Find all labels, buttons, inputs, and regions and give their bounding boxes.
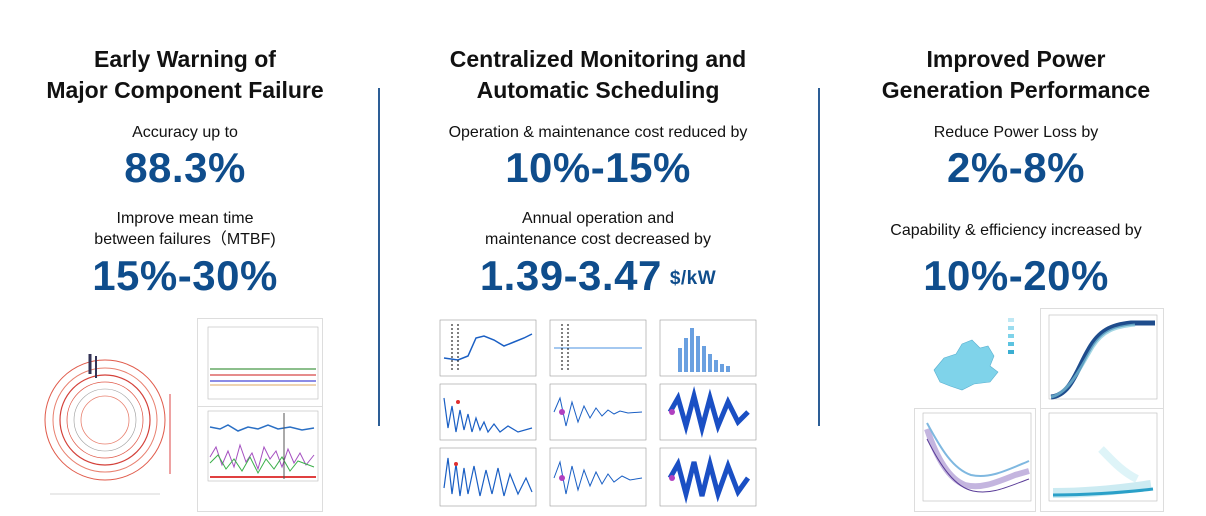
waveform-thumb-9 [659,447,757,507]
waveform-grid [438,318,758,510]
column-divider [378,88,380,426]
metric-label-annual-cost: Annual operation and maintenance cost de… [388,208,808,250]
metric-label-annual-cost-line-1: Annual operation and [521,210,675,227]
title-line-1: Early Warning of [94,46,276,72]
metric-value-om-cost: 10%-15% [505,144,691,191]
metric-value-annual-cost: 1.39-3.47 $/kW [388,254,808,301]
title-line-2: Automatic Scheduling [476,77,720,103]
column-early-warning: Early Warning of Major Component Failure… [0,0,370,516]
line-chart-thumbnail [197,318,323,408]
column-performance: Improved Power Generation Performance Re… [826,0,1206,516]
metric-label-mtbf-line-2: between failures（MTBF) [94,231,276,248]
column-title: Improved Power Generation Performance [826,44,1206,106]
efficiency-scatter-thumbnail [914,408,1036,512]
metric-value-mtbf: 15%-30% [92,252,278,299]
metric-label-mtbf-line-1: Improve mean time [116,210,254,227]
metric-label-power-loss: Reduce Power Loss by [933,124,1099,141]
metric-label-annual-cost-line-2: maintenance cost decreased by [485,231,711,248]
annual-cost-unit: $/kW [669,268,717,289]
waveform-thumb-7 [439,447,537,507]
title-line-1: Centralized Monitoring and [449,46,747,72]
scatter-chart-thumbnail [197,406,323,512]
title-line-2: Generation Performance [881,77,1151,103]
waveform-thumb-3 [659,319,757,377]
column-divider [818,88,820,426]
waveform-thumb-8 [549,447,647,507]
column-monitoring: Centralized Monitoring and Automatic Sch… [388,0,808,516]
waveform-thumb-4 [439,383,537,441]
waveform-thumb-2 [549,319,647,377]
metric-value-capability: 10%-20% [923,252,1109,299]
metric-value-accuracy: 88.3% [124,144,246,191]
metric-value-power-loss: 2%-8% [947,144,1085,191]
column-title: Early Warning of Major Component Failure [0,44,370,106]
annual-cost-value: 1.39-3.47 [479,252,662,299]
density-scatter-thumbnail [1040,408,1164,512]
metric-label-capability: Capability & efficiency increased by [890,222,1142,239]
metric-label-om-cost: Operation & maintenance cost reduced by [448,124,748,141]
waveform-thumb-5 [549,383,647,441]
waveform-thumb-1 [439,319,537,377]
waveform-thumb-6 [659,383,757,441]
title-line-1: Improved Power [926,46,1106,72]
power-curve-thumbnail [1040,308,1164,410]
circular-plot-image [30,334,190,510]
map-thumbnail [914,310,1034,406]
metric-label-mtbf: Improve mean time between failures（MTBF) [0,208,370,250]
metric-label-accuracy: Accuracy up to [132,124,238,141]
column-title: Centralized Monitoring and Automatic Sch… [388,44,808,106]
title-line-2: Major Component Failure [46,77,324,103]
